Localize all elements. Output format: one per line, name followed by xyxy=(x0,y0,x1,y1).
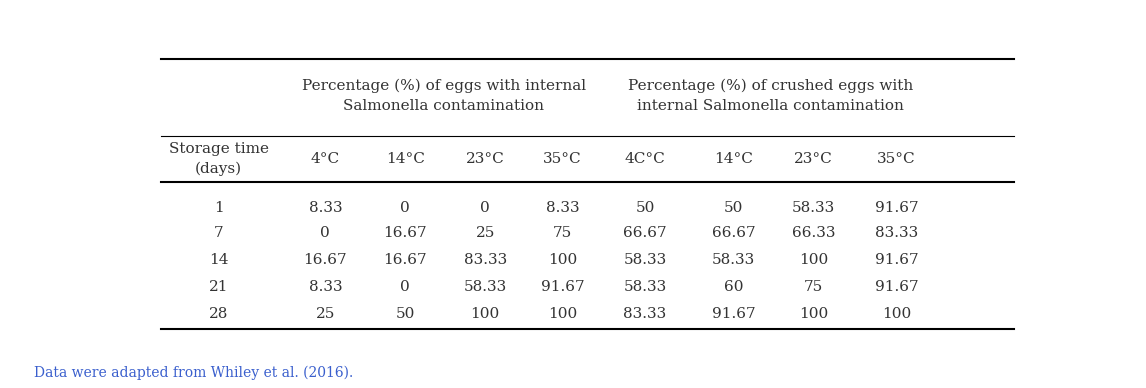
Text: 28: 28 xyxy=(209,307,228,321)
Text: 50: 50 xyxy=(395,307,415,321)
Text: 91.67: 91.67 xyxy=(874,280,918,294)
Text: 0: 0 xyxy=(480,201,490,215)
Text: 91.67: 91.67 xyxy=(712,307,755,321)
Text: 4C°C: 4C°C xyxy=(625,152,666,166)
Text: Data were adapted from Whiley et al. (2016).: Data were adapted from Whiley et al. (20… xyxy=(34,366,354,380)
Text: 1: 1 xyxy=(214,201,223,215)
Text: 100: 100 xyxy=(471,307,500,321)
Text: 100: 100 xyxy=(799,307,829,321)
Text: 100: 100 xyxy=(881,307,911,321)
Text: 91.67: 91.67 xyxy=(874,253,918,267)
Text: 58.33: 58.33 xyxy=(623,253,667,267)
Text: 91.67: 91.67 xyxy=(541,280,584,294)
Text: 21: 21 xyxy=(209,280,228,294)
Text: 0: 0 xyxy=(400,280,410,294)
Text: 50: 50 xyxy=(724,201,744,215)
Text: 14: 14 xyxy=(209,253,228,267)
Text: 16.67: 16.67 xyxy=(384,253,427,267)
Text: 16.67: 16.67 xyxy=(384,226,427,240)
Text: 8.33: 8.33 xyxy=(308,280,343,294)
Text: 58.33: 58.33 xyxy=(464,280,507,294)
Text: 83.33: 83.33 xyxy=(623,307,667,321)
Text: 8.33: 8.33 xyxy=(545,201,579,215)
Text: 100: 100 xyxy=(548,253,578,267)
Text: 25: 25 xyxy=(476,226,495,240)
Text: 25: 25 xyxy=(315,307,335,321)
Text: 0: 0 xyxy=(400,201,410,215)
Text: 58.33: 58.33 xyxy=(792,201,835,215)
Text: 35°C: 35°C xyxy=(543,152,582,166)
Text: 100: 100 xyxy=(799,253,829,267)
Text: 50: 50 xyxy=(635,201,654,215)
Text: 83.33: 83.33 xyxy=(464,253,507,267)
Text: 7: 7 xyxy=(214,226,223,240)
Text: 75: 75 xyxy=(552,226,572,240)
Text: Percentage (%) of eggs with internal
Salmonella contamination: Percentage (%) of eggs with internal Sal… xyxy=(301,78,586,113)
Text: 66.67: 66.67 xyxy=(623,226,667,240)
Text: 66.33: 66.33 xyxy=(792,226,835,240)
Text: 83.33: 83.33 xyxy=(874,226,918,240)
Text: 8.33: 8.33 xyxy=(308,201,343,215)
Text: 100: 100 xyxy=(548,307,578,321)
Text: 35°C: 35°C xyxy=(877,152,916,166)
Text: 16.67: 16.67 xyxy=(304,253,347,267)
Text: Storage time
(days): Storage time (days) xyxy=(168,142,269,176)
Text: 58.33: 58.33 xyxy=(713,253,755,267)
Text: 23°C: 23°C xyxy=(794,152,833,166)
Text: 60: 60 xyxy=(724,280,744,294)
Text: 14°C: 14°C xyxy=(714,152,753,166)
Text: 14°C: 14°C xyxy=(386,152,425,166)
Text: 91.67: 91.67 xyxy=(874,201,918,215)
Text: 58.33: 58.33 xyxy=(623,280,667,294)
Text: 0: 0 xyxy=(321,226,330,240)
Text: Percentage (%) of crushed eggs with
internal Salmonella contamination: Percentage (%) of crushed eggs with inte… xyxy=(628,78,913,113)
Text: 23°C: 23°C xyxy=(465,152,504,166)
Text: 66.67: 66.67 xyxy=(712,226,755,240)
Text: 75: 75 xyxy=(804,280,824,294)
Text: 4°C: 4°C xyxy=(311,152,340,166)
